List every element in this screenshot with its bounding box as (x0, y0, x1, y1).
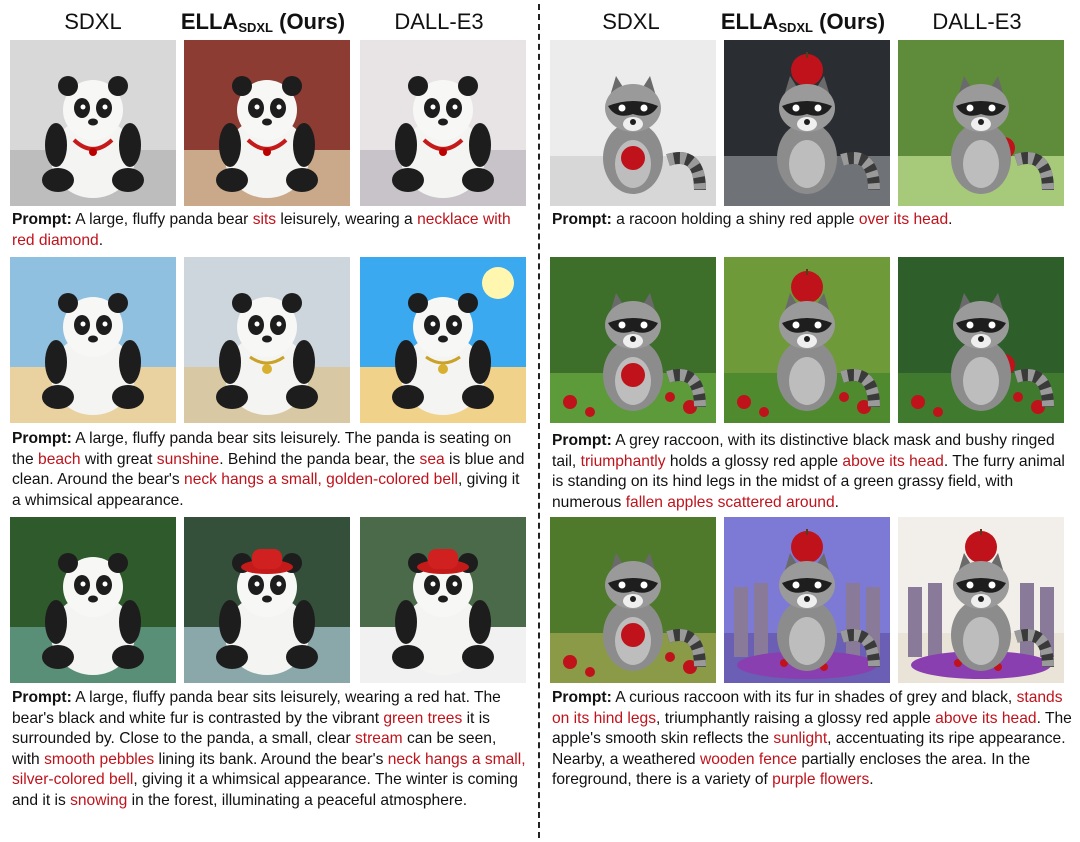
panda-ella-necklace-image (184, 40, 350, 206)
prompt-label: Prompt: (12, 211, 72, 228)
prompt-text: can be seen, with (12, 730, 497, 768)
header-dalle-right: DALL-E3 (932, 9, 1022, 34)
prompt-text: . (948, 211, 953, 228)
caption-panda-2: Prompt: A large, fluffy panda bear sits … (12, 429, 528, 511)
prompt-text: is blue and clean. Around the bear's (12, 450, 525, 489)
raccoon-ella-fence-image (724, 517, 890, 683)
header-ella-right: ELLASDXL (Ours) (720, 9, 886, 35)
prompt-text: , giving it a whimsical appearance. (12, 471, 520, 509)
raccoon-sdxl-apple-image (550, 40, 716, 206)
prompt-text: A large, fluffy panda bear (71, 211, 253, 228)
prompt-label: Prompt: (12, 689, 72, 706)
highlighted-phrase: above its head (842, 452, 944, 470)
prompt-text: , triumphantly raising a glossy red appl… (656, 709, 936, 727)
raccoon-sdxl-field-image (550, 257, 716, 423)
prompt-text: leisurely, wearing a (276, 211, 418, 228)
prompt-text: , accentuating its ripe appearance. Near… (552, 730, 1066, 768)
highlighted-phrase: neck hangs a small, golden-colored bell (184, 471, 458, 488)
prompt-text: it is surrounded by. Close to the panda,… (12, 709, 490, 748)
caption-raccoon-2: Prompt: A grey raccoon, with its distinc… (552, 431, 1072, 513)
prompt-text: lining its bank. Around the bear's (154, 750, 388, 768)
panda-dalle-necklace-image (360, 40, 526, 206)
prompt-text: holds a glossy red apple (665, 452, 843, 470)
highlighted-phrase: sea (419, 450, 445, 468)
panda-dalle-beach-image (360, 257, 526, 423)
panda-sdxl-necklace-image (10, 40, 176, 206)
highlighted-phrase: neck hangs a small, silver-colored bell (12, 750, 526, 789)
prompt-text: A large, fluffy panda bear sits leisurel… (12, 689, 501, 727)
column-divider (538, 4, 540, 838)
prompt-label: Prompt: (12, 430, 72, 447)
caption-panda-3: Prompt: A large, fluffy panda bear sits … (12, 688, 528, 811)
highlighted-phrase: snowing (70, 791, 128, 809)
highlighted-phrase: sunlight (773, 730, 828, 747)
prompt-text: A large, fluffy panda bear sits leisurel… (12, 430, 512, 468)
highlighted-phrase: necklace with red diamond (12, 211, 511, 249)
prompt-text: . (834, 493, 839, 511)
raccoon-dalle-fence-image (898, 517, 1064, 683)
panda-ella-forest-image (184, 517, 350, 683)
highlighted-phrase: sits (252, 211, 277, 228)
raccoon-dalle-field-image (898, 257, 1064, 423)
raccoon-ella-apple-image (724, 40, 890, 206)
header-sdxl-left: SDXL (64, 9, 122, 34)
highlighted-phrase: stands on its hind legs (552, 689, 1063, 727)
highlighted-phrase: green trees (383, 709, 463, 727)
highlighted-phrase: wooden fence (699, 750, 798, 768)
header-ella-left: ELLASDXL (Ours) (180, 9, 346, 35)
caption-panda-1: Prompt: A large, fluffy panda bear sits … (12, 210, 528, 251)
highlighted-phrase: sunshine (156, 450, 220, 468)
panda-dalle-forest-image (360, 517, 526, 683)
prompt-text: , giving it a whimsical appearance. The … (12, 771, 518, 809)
prompt-text: in the forest, illuminating a peaceful a… (127, 791, 468, 809)
prompt-text: . Behind the panda bear, the (219, 450, 420, 468)
highlighted-phrase: stream (354, 730, 403, 747)
panda-sdxl-beach-image (10, 257, 176, 423)
raccoon-dalle-apple-image (898, 40, 1064, 206)
prompt-text: . (98, 231, 104, 249)
prompt-label: Prompt: (552, 211, 612, 228)
raccoon-ella-field-image (724, 257, 890, 423)
highlighted-phrase: over its head (858, 211, 949, 228)
caption-raccoon-1: Prompt: a racoon holding a shiny red app… (552, 210, 1072, 231)
panda-ella-beach-image (184, 257, 350, 423)
prompt-text: A curious raccoon with its fur in shades… (611, 689, 1017, 706)
prompt-text: with great (80, 450, 157, 468)
prompt-text: partially encloses the area. In the fore… (552, 750, 1031, 789)
highlighted-phrase: purple flowers (772, 771, 870, 788)
highlighted-phrase: fallen apples scattered around (625, 493, 835, 511)
highlighted-phrase: triumphantly (580, 452, 666, 470)
raccoon-sdxl-fence-image (550, 517, 716, 683)
prompt-label: Prompt: (552, 432, 612, 449)
prompt-text: . The furry animal is standing on its hi… (552, 452, 1065, 511)
highlighted-phrase: beach (38, 450, 81, 468)
prompt-label: Prompt: (552, 689, 612, 706)
prompt-text: . (869, 771, 874, 788)
highlighted-phrase: above its head (935, 709, 1037, 727)
prompt-text: A grey raccoon, with its distinctive bla… (552, 432, 1055, 470)
highlighted-phrase: smooth pebbles (44, 750, 155, 768)
header-dalle-left: DALL-E3 (394, 9, 484, 34)
prompt-text: a racoon holding a shiny red apple (611, 211, 859, 228)
panda-sdxl-forest-image (10, 517, 176, 683)
caption-raccoon-3: Prompt: A curious raccoon with its fur i… (552, 688, 1072, 791)
prompt-text: . The apple's smooth skin reflects the (552, 709, 1072, 748)
header-sdxl-right: SDXL (602, 9, 660, 34)
